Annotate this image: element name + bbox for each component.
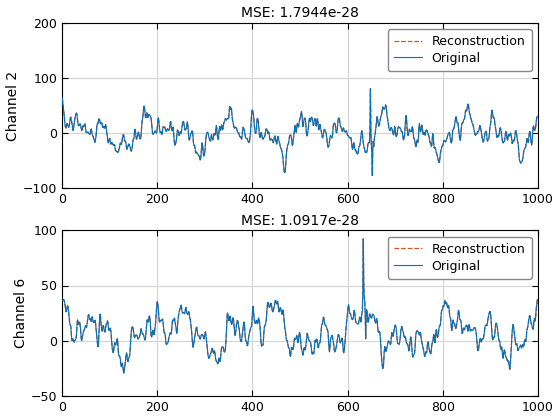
Y-axis label: Channel 2: Channel 2 [6,71,20,141]
Original [430,332,437,337]
Legend: Reconstruction, Original: Reconstruction, Original [388,236,531,279]
Reconstruction [251,123,258,129]
Reconstruction [367,86,374,91]
Original [439,144,446,149]
Original [534,114,541,119]
Reconstruction [108,328,114,333]
Reconstruction [360,236,367,241]
Reconstruction [369,173,376,178]
Line: Reconstruction: Reconstruction [62,239,538,373]
Line: Original: Original [62,89,538,176]
Reconstruction [534,297,541,302]
Reconstruction [59,95,66,100]
Reconstruction [439,307,446,312]
Reconstruction [120,370,127,375]
Line: Reconstruction: Reconstruction [62,89,538,176]
Original [369,173,376,178]
Reconstruction [269,306,276,311]
Original [386,339,393,344]
Original [59,298,66,303]
Line: Original: Original [62,239,538,373]
Reconstruction [439,144,446,149]
Reconstruction [386,339,393,344]
Reconstruction [430,140,437,145]
Reconstruction [386,127,393,132]
Reconstruction [534,114,541,119]
Original [268,136,275,142]
Title: MSE: 1.0917e-28: MSE: 1.0917e-28 [241,214,359,228]
Original [386,127,393,132]
Original [439,307,446,312]
Original [430,140,437,145]
Title: MSE: 1.7944e-28: MSE: 1.7944e-28 [241,6,359,20]
Reconstruction [268,136,275,142]
Original [120,370,127,375]
Original [360,236,367,241]
Legend: Reconstruction, Original: Reconstruction, Original [388,29,531,71]
Original [534,297,541,302]
Reconstruction [59,298,66,303]
Original [251,320,258,325]
Original [251,123,258,129]
Reconstruction [430,332,437,337]
Reconstruction [251,320,258,325]
Reconstruction [108,142,114,147]
Original [269,306,276,311]
Original [367,86,374,91]
Y-axis label: Channel 6: Channel 6 [14,278,28,348]
Original [108,142,114,147]
Original [108,328,114,333]
Original [59,95,66,100]
